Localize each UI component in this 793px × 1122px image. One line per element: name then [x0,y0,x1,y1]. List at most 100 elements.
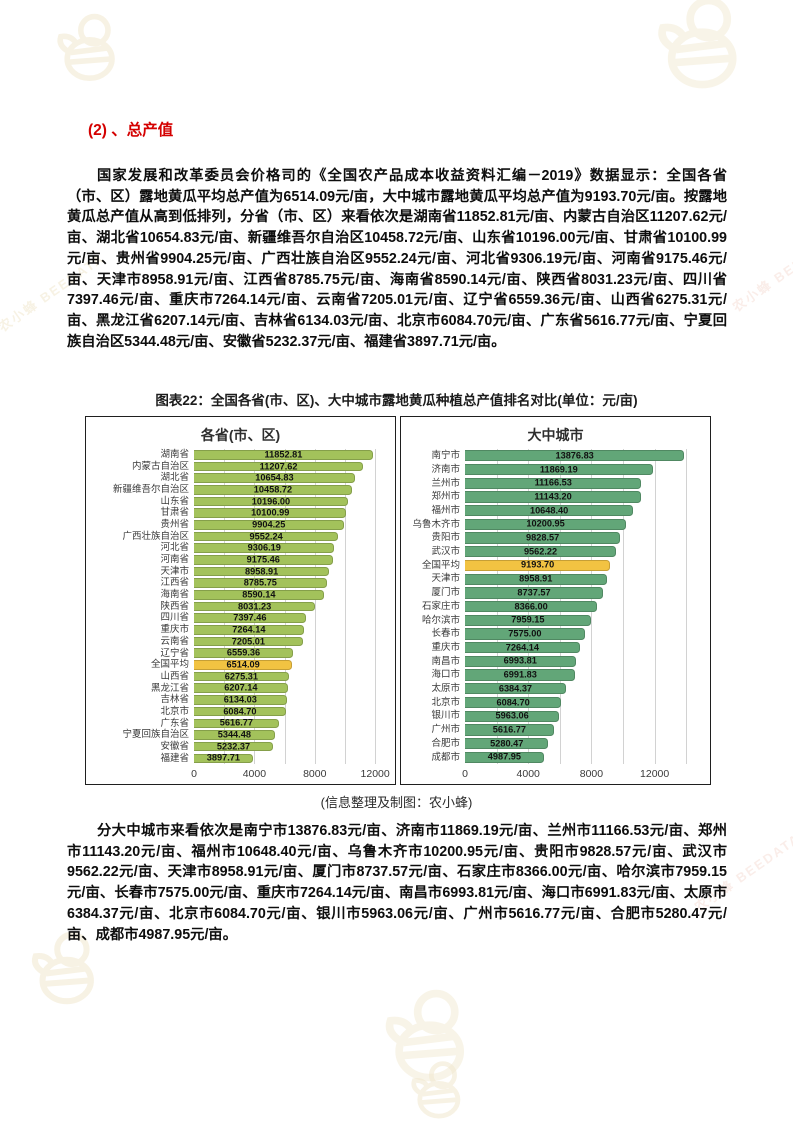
bar-value-label: 4987.95 [487,751,522,762]
bar-category-label: 贵州省 [160,519,189,531]
bar [465,532,621,544]
bar-track: 5344.48 [194,729,391,741]
bar-value-label: 7264.14 [232,624,266,635]
bar-track: 13876.83 [465,449,706,463]
bar-value-label: 11207.62 [259,460,298,471]
bar [194,741,273,752]
bar-track: 11143.20 [465,490,706,504]
bar-value-label: 11852.81 [264,449,303,460]
chart-panel-title: 各省(市、区) [200,427,281,443]
bar-value-label: 5280.47 [490,738,524,749]
bar-track: 7205.01 [194,636,391,648]
bar [465,696,562,709]
bar-track: 9828.57 [465,531,706,545]
watermark-bee-logo [640,0,760,102]
bar [194,578,327,589]
bar-category-label: 重庆市 [431,641,460,653]
bar [465,546,617,558]
bar-row: 天津市 8958.91 [88,566,393,578]
bar-value-label: 8737.57 [517,587,551,598]
bar-national-average [465,559,611,572]
bar [465,614,591,626]
bar [194,695,287,705]
bar-category-label: 成都市 [431,751,460,763]
bar-track: 6514.09 [194,659,391,671]
bar-value-label: 6514.09 [226,659,260,670]
figure-22-bar-charts: 各省(市、区) 湖南省 11852.81 内蒙古自治区 11207.62 湖北省 1065… [85,416,711,785]
bar-track: 4987.95 [465,750,706,764]
bar [465,518,627,530]
bar-row: 辽宁省 6559.36 [88,647,393,659]
bar-value-label: 7397.46 [233,612,267,623]
bar-value-label: 9904.25 [252,519,286,530]
bar-track: 6559.36 [194,647,391,659]
bar-row: 南宁市 13876.83 [403,449,708,463]
bar-value-label: 6991.83 [503,669,537,680]
bar-value-label: 10648.40 [529,505,569,516]
bar-category-label: 太原市 [431,683,460,695]
bar-category-label: 海南省 [160,589,189,601]
chart-plot-area: 湖南省 11852.81 内蒙古自治区 11207.62 湖北省 10654.83 新疆维吾… [88,449,393,764]
bar [465,737,549,750]
gridline [344,449,346,764]
bar-value-label: 6084.70 [223,706,257,717]
bar [194,718,279,729]
bar-row: 海口市 6991.83 [403,668,708,682]
bar-value-label: 5232.37 [216,741,251,752]
bar-category-label: 云南省 [160,635,189,647]
bar-value-label: 7959.15 [511,614,545,625]
bar-value-label: 6384.37 [498,683,533,694]
bar-value-label: 8366.00 [514,600,548,611]
x-axis-tick-label: 4000 [242,768,267,780]
bar-row: 成都市 4987.95 [403,750,708,764]
bar-national-average [194,660,293,670]
bar-value-label: 11166.53 [534,477,572,488]
bar-track: 9193.70 [465,559,706,573]
bar [465,463,653,476]
bar-value-label: 6134.03 [223,694,257,705]
bar-track: 7264.14 [465,641,706,655]
bar-track: 6084.70 [194,706,391,718]
bar-value-label: 11869.19 [539,463,578,474]
bar-row: 长春市 7575.00 [403,627,708,641]
bar-category-label: 天津市 [160,565,189,577]
bar [194,496,348,507]
bar-row: 山东省 10196.00 [88,496,393,508]
bar-track: 7575.00 [465,627,706,641]
bar [465,587,604,599]
bar-track: 9904.25 [194,519,391,531]
bar-track: 6084.70 [465,696,706,710]
watermark-bee-logo [370,975,485,1095]
gridline [375,449,377,764]
bar-row: 内蒙古自治区 11207.62 [88,461,393,473]
gridline [314,449,316,764]
bar-track: 5280.47 [465,737,706,751]
bar [194,520,344,530]
bar-category-label: 银川市 [431,710,460,722]
bar-category-label: 甘肃省 [160,507,189,519]
bar-row: 兰州市 11166.53 [403,476,708,490]
bar [465,505,634,517]
bar [194,706,286,717]
bar-category-label: 乌鲁木齐市 [412,518,460,530]
bar [194,531,339,542]
bar [465,450,685,462]
bar-category-label: 广东省 [160,717,189,729]
bar-value-label: 8785.75 [243,577,277,588]
bar [194,753,253,764]
bar-track: 9306.19 [194,542,391,554]
bar-row: 甘肃省 10100.99 [88,507,393,519]
bar-value-label: 9193.70 [521,559,555,570]
bar-track: 8590.14 [194,589,391,601]
bar-category-label: 长春市 [431,628,460,640]
bar-value-label: 7575.00 [508,628,542,639]
bar-row: 湖南省 11852.81 [88,449,393,461]
bar-track: 6207.14 [194,682,391,694]
bar-track: 6991.83 [465,668,706,682]
bar-row: 广州市 5616.77 [403,723,708,737]
bar-value-label: 5616.77 [219,717,253,728]
bar-track: 9562.22 [465,545,706,559]
chart-plot-area: 南宁市 13876.83 济南市 11869.19 兰州市 11166.53 郑州市 1114… [403,449,708,764]
bar-category-label: 广州市 [431,724,460,736]
